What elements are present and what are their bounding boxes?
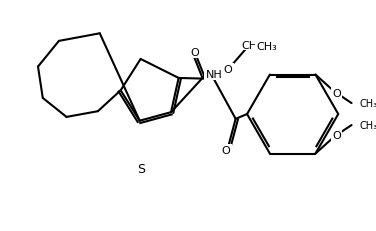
Text: CH₃: CH₃ (256, 41, 277, 52)
Text: O: O (224, 65, 232, 75)
Text: O: O (190, 48, 199, 58)
Text: O: O (190, 48, 199, 58)
Text: O: O (222, 146, 230, 155)
Text: CH₃: CH₃ (359, 99, 376, 109)
Text: NH: NH (205, 70, 222, 80)
Text: O: O (332, 131, 341, 141)
Text: CH₃: CH₃ (241, 40, 262, 50)
Text: CH₃: CH₃ (359, 121, 376, 131)
Text: S: S (136, 162, 145, 175)
Text: S: S (136, 162, 145, 175)
Text: O: O (332, 88, 341, 98)
Text: NH: NH (205, 70, 222, 80)
Text: O: O (224, 65, 232, 75)
